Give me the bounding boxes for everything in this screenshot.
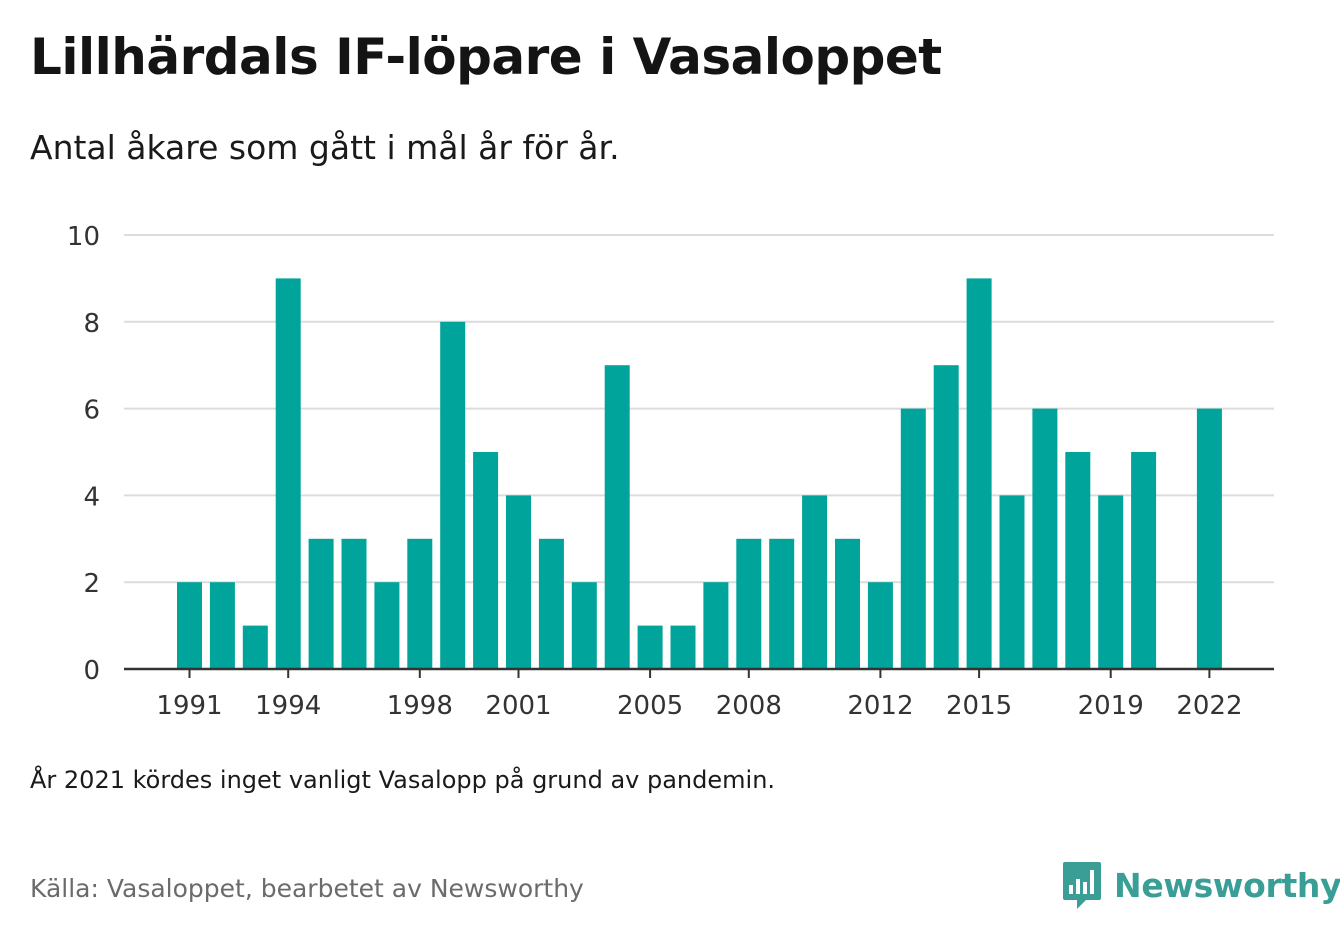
- bar: [999, 495, 1025, 669]
- bar: [867, 582, 893, 669]
- newsworthy-logo-icon: [1063, 862, 1101, 909]
- bar: [242, 625, 268, 669]
- bar: [604, 365, 630, 669]
- x-tick-label: 1994: [255, 691, 321, 721]
- x-tick-label: 1998: [387, 691, 453, 721]
- bar: [1098, 495, 1124, 669]
- bar: [703, 582, 729, 669]
- brand-name: Newsworthy: [1114, 865, 1340, 905]
- bar: [1065, 452, 1091, 669]
- bar: [769, 538, 795, 669]
- bar: [538, 538, 564, 669]
- footnote: År 2021 kördes inget vanligt Vasalopp på…: [30, 766, 776, 794]
- bar: [407, 538, 433, 669]
- bar: [275, 278, 301, 669]
- bar: [802, 495, 828, 669]
- bar: [900, 408, 926, 669]
- x-tick-label: 1991: [156, 691, 222, 721]
- bar: [506, 495, 531, 669]
- bar: [835, 538, 860, 669]
- source-text: Källa: Vasaloppet, bearbetet av Newswort…: [30, 874, 584, 903]
- bar: [933, 365, 959, 669]
- y-tick-label: 10: [67, 222, 100, 252]
- chart-title: Lillhärdals IF-löpare i Vasaloppet: [30, 28, 942, 86]
- bar: [1131, 452, 1157, 669]
- y-tick-label: 0: [83, 656, 100, 686]
- bar: [209, 582, 235, 669]
- bar: [1196, 408, 1222, 669]
- bar: [1032, 408, 1058, 669]
- x-tick-label: 2008: [716, 691, 782, 721]
- bar: [736, 538, 762, 669]
- x-tick-label: 2001: [485, 691, 551, 721]
- y-tick-label: 4: [83, 482, 100, 512]
- brand-logo: Newsworthy: [1062, 860, 1340, 910]
- y-tick-label: 6: [83, 396, 100, 426]
- y-tick-label: 2: [83, 569, 100, 599]
- bar: [308, 538, 334, 669]
- chart-subtitle: Antal åkare som gått i mål år för år.: [30, 128, 620, 167]
- bar: [670, 625, 696, 669]
- bar-chart: 0 2 4 6 8 10 1991 1994 1998 2001 2005 2008 2012 2015 2…: [67, 222, 1274, 721]
- bar: [341, 538, 367, 669]
- bar: [637, 625, 663, 669]
- x-tick-label: 2005: [617, 691, 683, 721]
- bar: [177, 582, 202, 669]
- x-tick-label: 2019: [1078, 691, 1144, 721]
- bar: [571, 582, 597, 669]
- x-tick-label: 2015: [946, 691, 1012, 721]
- x-tick-label: 2012: [847, 691, 913, 721]
- y-tick-label: 8: [83, 309, 100, 339]
- bar: [440, 321, 466, 669]
- bar: [966, 278, 992, 669]
- bar: [473, 452, 499, 669]
- x-tick-label: 2022: [1176, 691, 1242, 721]
- bar: [374, 582, 400, 669]
